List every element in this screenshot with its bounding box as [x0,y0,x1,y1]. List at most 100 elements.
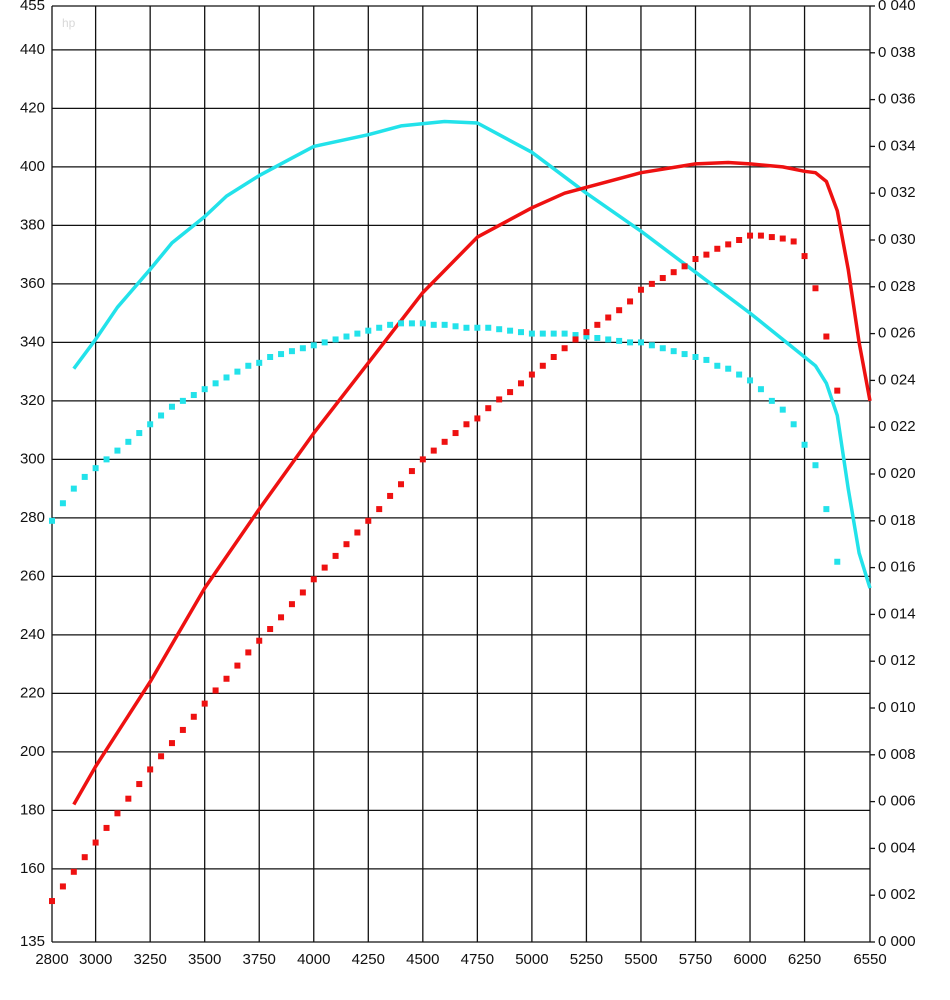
y-tick-label: 340 [20,333,45,350]
marker [136,430,143,437]
marker [147,421,154,428]
marker [81,854,88,861]
marker [354,330,361,337]
y2-tick-label: 0 026 [878,325,916,342]
x-tick-label: 6550 [853,951,886,968]
marker [812,462,819,469]
marker [158,412,165,419]
marker [278,614,285,621]
marker [190,713,197,720]
marker [757,386,764,393]
marker [637,339,644,346]
y2-tick-label: 0 012 [878,652,916,669]
marker [81,473,88,480]
marker [768,234,775,241]
marker [834,387,841,394]
x-tick-label: 5750 [679,951,712,968]
marker [441,321,448,328]
y-tick-label: 180 [20,801,45,818]
marker [59,883,66,890]
marker [539,362,546,369]
y2-tick-label: 0 016 [878,559,916,576]
y2-tick-label: 0 032 [878,184,916,201]
marker [648,342,655,349]
y2-tick-label: 0 002 [878,886,916,903]
marker [103,456,110,463]
marker [627,298,634,305]
marker [812,285,819,292]
y2-tick-label: 0 024 [878,371,916,388]
y2-tick-label: 0 018 [878,512,916,529]
marker [801,253,808,260]
marker [714,245,721,252]
marker [790,238,797,245]
marker [267,626,274,633]
y-tick-label: 200 [20,743,45,760]
marker [528,330,535,337]
marker [168,403,175,410]
x-tick-label: 3250 [133,951,166,968]
y-tick-label: 400 [20,158,45,175]
marker [517,329,524,336]
y-tick-label: 455 [20,0,45,14]
marker [474,324,481,331]
marker [736,237,743,243]
marker [659,275,666,282]
x-tick-label: 4750 [461,951,494,968]
marker [398,320,405,327]
y2-tick-label: 0 034 [878,137,916,154]
marker [310,342,317,349]
marker [703,251,710,258]
marker [212,687,219,694]
y-tick-label: 220 [20,684,45,701]
marker [256,359,263,366]
marker [365,517,372,524]
marker [299,589,306,596]
y2-tick-label: 0 000 [878,933,916,950]
marker [179,726,186,733]
marker [354,529,361,536]
marker [125,438,132,445]
marker [736,371,743,378]
marker [550,354,557,360]
y-tick-label: 240 [20,626,45,643]
marker [398,481,405,488]
marker [452,430,459,437]
marker [452,323,459,330]
marker [550,330,557,337]
marker [834,558,841,565]
marker [332,336,339,343]
marker [332,552,339,559]
x-tick-label: 4000 [297,951,330,968]
marker [201,386,208,393]
marker [790,421,797,428]
marker [507,327,514,334]
marker [408,320,415,327]
marker [376,506,383,513]
marker [168,740,175,747]
marker [637,286,644,293]
marker [768,397,775,404]
marker [179,397,186,404]
marker [747,232,754,239]
marker [245,649,252,656]
x-tick-label: 3750 [243,951,276,968]
y2-tick-label: 0 008 [878,746,916,763]
marker [528,371,535,378]
y2-tick-label: 0 036 [878,91,916,108]
line [72,119,872,589]
y2-tick-label: 0 004 [878,839,916,856]
marker [441,438,448,445]
marker [594,321,601,328]
line [72,160,872,806]
y2-tick-label: 0 014 [878,605,916,622]
marker [463,421,470,428]
y-tick-label: 440 [20,41,45,58]
marker [267,354,274,360]
y-tick-label: 280 [20,509,45,526]
marker [310,576,317,583]
marker [583,333,590,340]
marker [92,839,99,846]
marker [517,380,524,387]
marker [474,415,481,422]
